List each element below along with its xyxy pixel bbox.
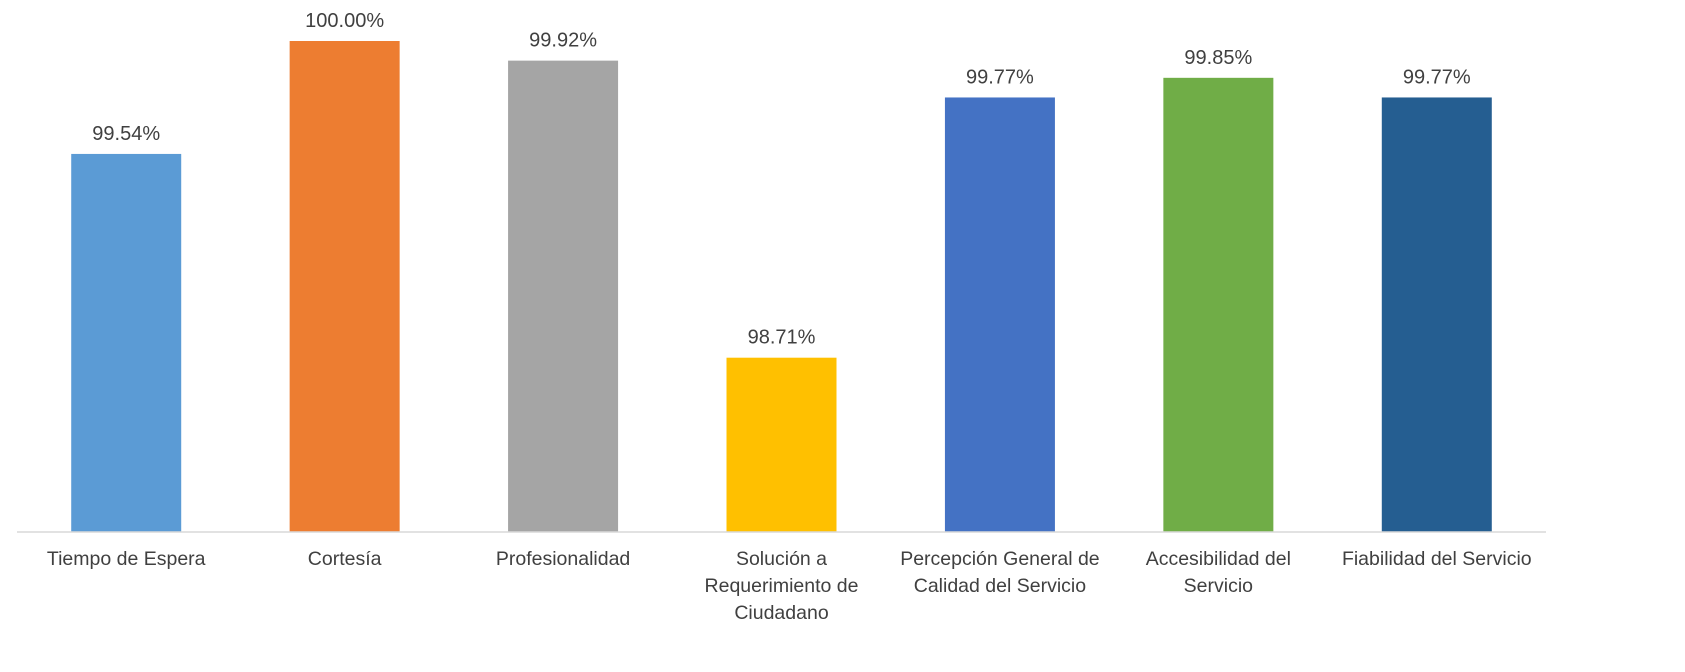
value-label: 98.71% — [748, 327, 816, 349]
bar — [726, 357, 837, 532]
x-tick-label: Tiempo de Espera — [46, 548, 206, 570]
bar — [944, 97, 1055, 532]
bar — [508, 60, 619, 532]
value-label: 100.00% — [305, 10, 384, 32]
bar — [1381, 97, 1492, 532]
x-tick-label: Accesibilidad del Servicio — [1145, 548, 1291, 597]
bar — [71, 153, 182, 532]
value-label: 99.77% — [966, 66, 1034, 88]
value-label: 99.85% — [1184, 47, 1252, 69]
bar — [1163, 77, 1274, 532]
value-label: 99.54% — [92, 123, 160, 145]
value-label: 99.77% — [1403, 66, 1471, 88]
value-label: 99.92% — [529, 30, 597, 52]
x-tick-label: Profesionalidad — [495, 548, 631, 570]
x-tick-label: Percepción General de Calidad del Servic… — [900, 548, 1100, 597]
x-tick-label: Solución a Requerimiento de Ciudadano — [704, 548, 859, 624]
x-tick-label: Cortesía — [307, 548, 382, 570]
bar — [289, 41, 400, 532]
x-tick-label: Fiabilidad del Servicio — [1341, 548, 1532, 570]
